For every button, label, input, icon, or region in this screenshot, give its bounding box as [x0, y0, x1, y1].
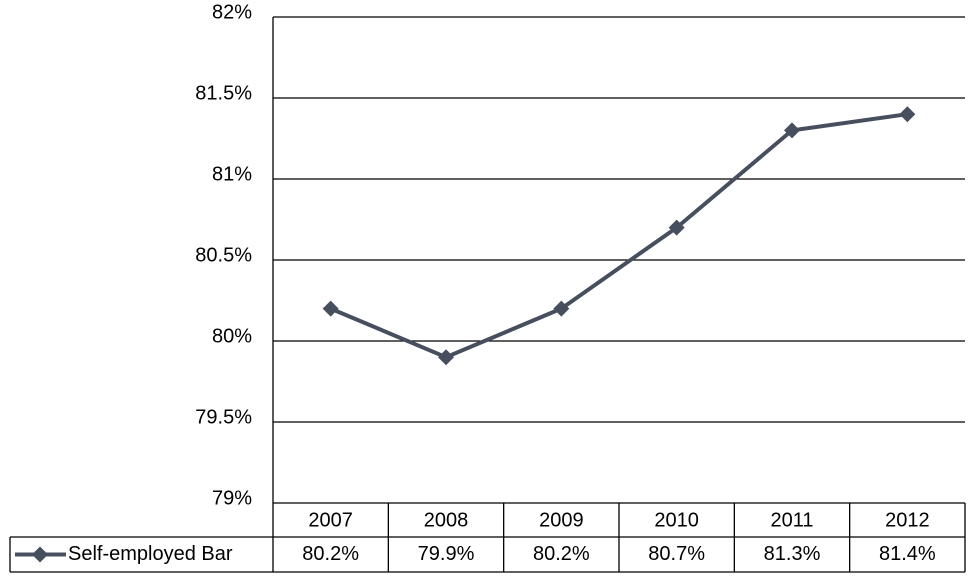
y-tick-label: 82% — [212, 1, 252, 23]
x-tick-label: 2007 — [308, 509, 353, 531]
point-marker — [668, 219, 685, 236]
x-tick-label: 2010 — [654, 509, 699, 531]
point-marker — [899, 106, 916, 123]
data-label: 81.4% — [879, 543, 936, 565]
y-tick-label: 79.5% — [195, 406, 252, 428]
legend-marker — [32, 546, 48, 563]
point-marker — [553, 300, 570, 317]
legend-label: Self-employed Bar — [68, 543, 233, 565]
data-label: 80.7% — [648, 543, 705, 565]
data-label: 79.9% — [418, 543, 475, 565]
y-tick-label: 79% — [212, 487, 252, 509]
y-tick-label: 80% — [212, 325, 252, 347]
x-tick-label: 2012 — [885, 509, 930, 531]
x-tick-label: 2008 — [424, 509, 469, 531]
data-label: 80.2% — [302, 543, 359, 565]
point-marker — [784, 122, 800, 139]
point-marker — [438, 349, 454, 366]
y-tick-label: 80.5% — [195, 244, 252, 266]
point-marker — [322, 300, 339, 317]
y-tick-label: 81% — [212, 163, 252, 185]
y-tick-label: 81.5% — [195, 82, 252, 104]
x-tick-label: 2009 — [539, 509, 584, 531]
x-tick-label: 2011 — [770, 509, 813, 531]
series-line — [329, 112, 908, 360]
data-label: 80.2% — [533, 543, 590, 565]
data-label: 81.3% — [764, 543, 821, 565]
